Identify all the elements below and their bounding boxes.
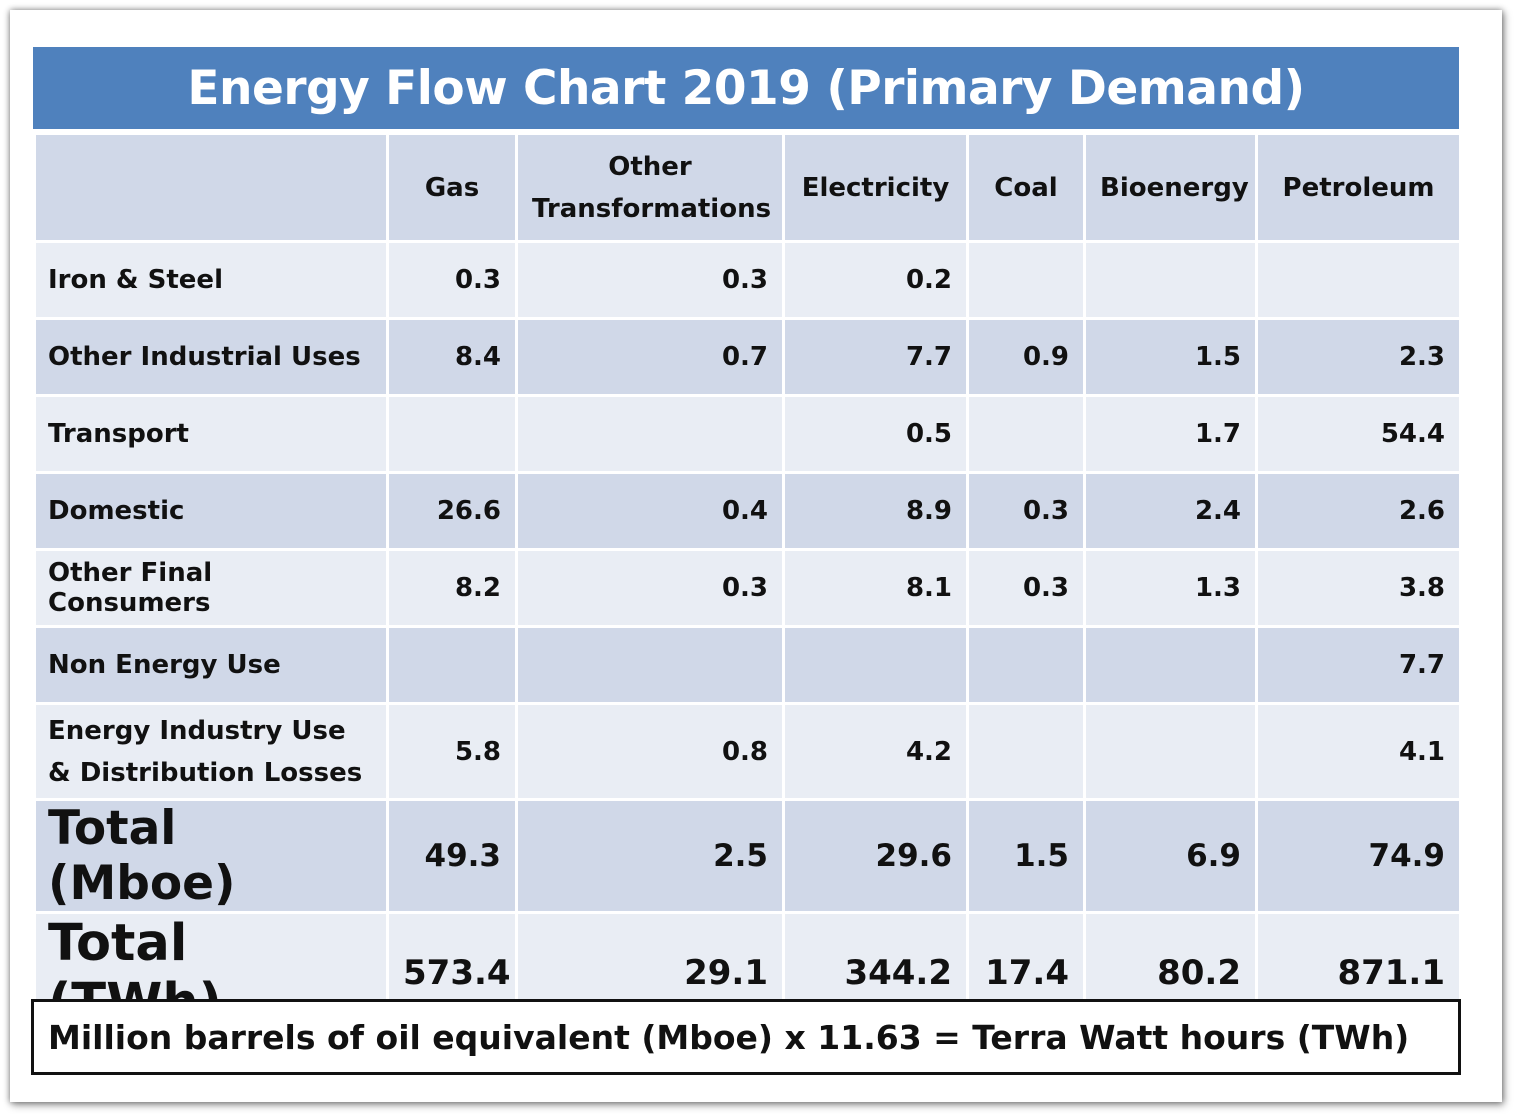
table-cell [1083,240,1258,320]
row-label: Other Final Consumers [33,548,389,628]
table-cell: 2.4 [1083,471,1258,551]
table-cell [782,625,969,705]
table-cell [1083,625,1258,705]
column-header-bioenergy: Bioenergy [1083,132,1258,243]
table-cell [966,394,1086,474]
table-cell: 4.1 [1255,702,1462,801]
column-header-other-transformations: Other Transformations [515,132,785,243]
row-label: Non Energy Use [33,625,389,705]
table-cell: 0.2 [782,240,969,320]
table-cell: 2.3 [1255,317,1462,397]
table-cell: 1.3 [1083,548,1258,628]
table-cell [966,240,1086,320]
column-header-coal: Coal [966,132,1086,243]
table-cell: 0.3 [515,548,785,628]
table-cell: 2.6 [1255,471,1462,551]
table-cell: 0.5 [782,394,969,474]
conversion-note-text: Million barrels of oil equivalent (Mboe)… [48,1017,1410,1057]
table-cell: 5.8 [386,702,518,801]
table-cell: 0.7 [515,317,785,397]
table-cell: 1.7 [1083,394,1258,474]
table-row: Other Industrial Uses 8.4 0.7 7.7 0.9 1.… [33,317,1462,397]
table-cell [966,625,1086,705]
table-cell: 4.2 [782,702,969,801]
table-cell: 0.4 [515,471,785,551]
table-cell: 8.2 [386,548,518,628]
column-header-electricity: Electricity [782,132,969,243]
table-cell: 74.9 [1255,798,1462,914]
table-row: Iron & Steel 0.3 0.3 0.2 [33,240,1462,320]
table-cell: 0.3 [966,471,1086,551]
table-cell [386,394,518,474]
row-label: Total (Mboe) [33,798,389,914]
table-cell: 0.3 [966,548,1086,628]
table-cell: 7.7 [782,317,969,397]
table-cell: 0.3 [515,240,785,320]
row-label: Iron & Steel [33,240,389,320]
table-row: Transport 0.5 1.7 54.4 [33,394,1462,474]
table-row: Other Final Consumers 8.2 0.3 8.1 0.3 1.… [33,548,1462,628]
table-row: Domestic 26.6 0.4 8.9 0.3 2.4 2.6 [33,471,1462,551]
table-cell: 54.4 [1255,394,1462,474]
slide: Energy Flow Chart 2019 (Primary Demand) … [10,10,1502,1102]
table-row: Non Energy Use 7.7 [33,625,1462,705]
row-label: Transport [33,394,389,474]
table-header-row: Gas Other Transformations Electricity Co… [33,132,1462,243]
row-label: Energy Industry Use & Distribution Losse… [33,702,389,801]
table-cell [515,394,785,474]
table-cell [1083,702,1258,801]
table-cell: 26.6 [386,471,518,551]
energy-table: Gas Other Transformations Electricity Co… [33,132,1462,1035]
table-cell: 8.4 [386,317,518,397]
table-cell: 7.7 [1255,625,1462,705]
column-header-gas: Gas [386,132,518,243]
table-cell: 0.8 [515,702,785,801]
column-header-petroleum: Petroleum [1255,132,1462,243]
table-cell: 8.9 [782,471,969,551]
table-cell: 0.3 [386,240,518,320]
table-cell: 29.6 [782,798,969,914]
table-cell [966,702,1086,801]
page-title: Energy Flow Chart 2019 (Primary Demand) [33,47,1459,129]
table-cell [386,625,518,705]
table-cell: 1.5 [966,798,1086,914]
table-cell: 1.5 [1083,317,1258,397]
table-cell: 6.9 [1083,798,1258,914]
table-cell: 3.8 [1255,548,1462,628]
table-cell: 2.5 [515,798,785,914]
table-cell: 0.9 [966,317,1086,397]
row-label: Other Industrial Uses [33,317,389,397]
table-cell: 49.3 [386,798,518,914]
table-row: Energy Industry Use & Distribution Losse… [33,702,1462,801]
table-cell [515,625,785,705]
total-mboe-row: Total (Mboe) 49.3 2.5 29.6 1.5 6.9 74.9 [33,798,1462,914]
row-label: Domestic [33,471,389,551]
header-corner [33,132,389,243]
table-cell: 8.1 [782,548,969,628]
table-cell [1255,240,1462,320]
conversion-note: Million barrels of oil equivalent (Mboe)… [31,999,1461,1075]
